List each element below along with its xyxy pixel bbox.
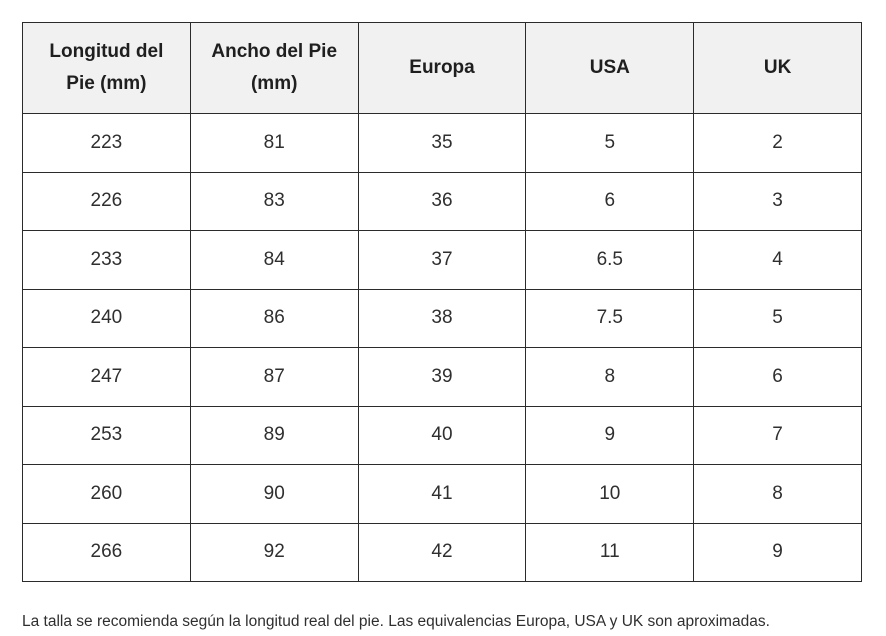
table-row: 226 83 36 6 3 (22, 171, 862, 231)
cell-foot-width: 90 (189, 464, 359, 524)
cell-foot-length: 266 (22, 522, 191, 582)
cell-foot-width: 83 (189, 171, 359, 231)
cell-usa: 10 (525, 464, 695, 524)
cell-foot-length: 260 (22, 464, 191, 524)
header-europe: Europa (357, 22, 527, 114)
header-foot-length: Longitud del Pie (mm) (22, 22, 191, 114)
table-row: 240 86 38 7.5 5 (22, 288, 862, 348)
table-row: 247 87 39 8 6 (22, 347, 862, 407)
table-row: 260 90 41 10 8 (22, 464, 862, 524)
cell-foot-length: 223 (22, 113, 191, 173)
cell-foot-length: 240 (22, 288, 191, 348)
cell-uk: 7 (693, 405, 862, 465)
cell-foot-width: 84 (189, 230, 359, 290)
cell-foot-length: 247 (22, 347, 191, 407)
size-chart-table-container: Longitud del Pie (mm) Ancho del Pie (mm)… (22, 22, 862, 582)
header-uk: UK (693, 22, 862, 114)
cell-europe: 40 (357, 405, 527, 465)
cell-europe: 38 (357, 288, 527, 348)
cell-uk: 2 (693, 113, 862, 173)
cell-foot-width: 89 (189, 405, 359, 465)
cell-foot-width: 87 (189, 347, 359, 407)
cell-europe: 35 (357, 113, 527, 173)
cell-uk: 3 (693, 171, 862, 231)
table-row: 223 81 35 5 2 (22, 113, 862, 173)
cell-uk: 4 (693, 230, 862, 290)
header-foot-width: Ancho del Pie (mm) (189, 22, 359, 114)
cell-foot-length: 226 (22, 171, 191, 231)
cell-europe: 39 (357, 347, 527, 407)
cell-uk: 6 (693, 347, 862, 407)
cell-usa: 6.5 (525, 230, 695, 290)
cell-usa: 8 (525, 347, 695, 407)
cell-usa: 11 (525, 522, 695, 582)
cell-usa: 5 (525, 113, 695, 173)
cell-usa: 9 (525, 405, 695, 465)
cell-foot-width: 86 (189, 288, 359, 348)
cell-europe: 36 (357, 171, 527, 231)
size-chart-footnote: La talla se recomienda según la longitud… (22, 612, 770, 630)
cell-foot-length: 253 (22, 405, 191, 465)
cell-usa: 7.5 (525, 288, 695, 348)
size-chart-table: Longitud del Pie (mm) Ancho del Pie (mm)… (22, 22, 862, 582)
cell-europe: 41 (357, 464, 527, 524)
table-header-row: Longitud del Pie (mm) Ancho del Pie (mm)… (22, 22, 862, 114)
header-usa: USA (525, 22, 695, 114)
cell-europe: 42 (357, 522, 527, 582)
cell-foot-length: 233 (22, 230, 191, 290)
table-row: 266 92 42 11 9 (22, 522, 862, 582)
cell-uk: 8 (693, 464, 862, 524)
cell-foot-width: 81 (189, 113, 359, 173)
cell-foot-width: 92 (189, 522, 359, 582)
cell-uk: 5 (693, 288, 862, 348)
cell-usa: 6 (525, 171, 695, 231)
table-row: 233 84 37 6.5 4 (22, 230, 862, 290)
table-row: 253 89 40 9 7 (22, 405, 862, 465)
cell-europe: 37 (357, 230, 527, 290)
cell-uk: 9 (693, 522, 862, 582)
